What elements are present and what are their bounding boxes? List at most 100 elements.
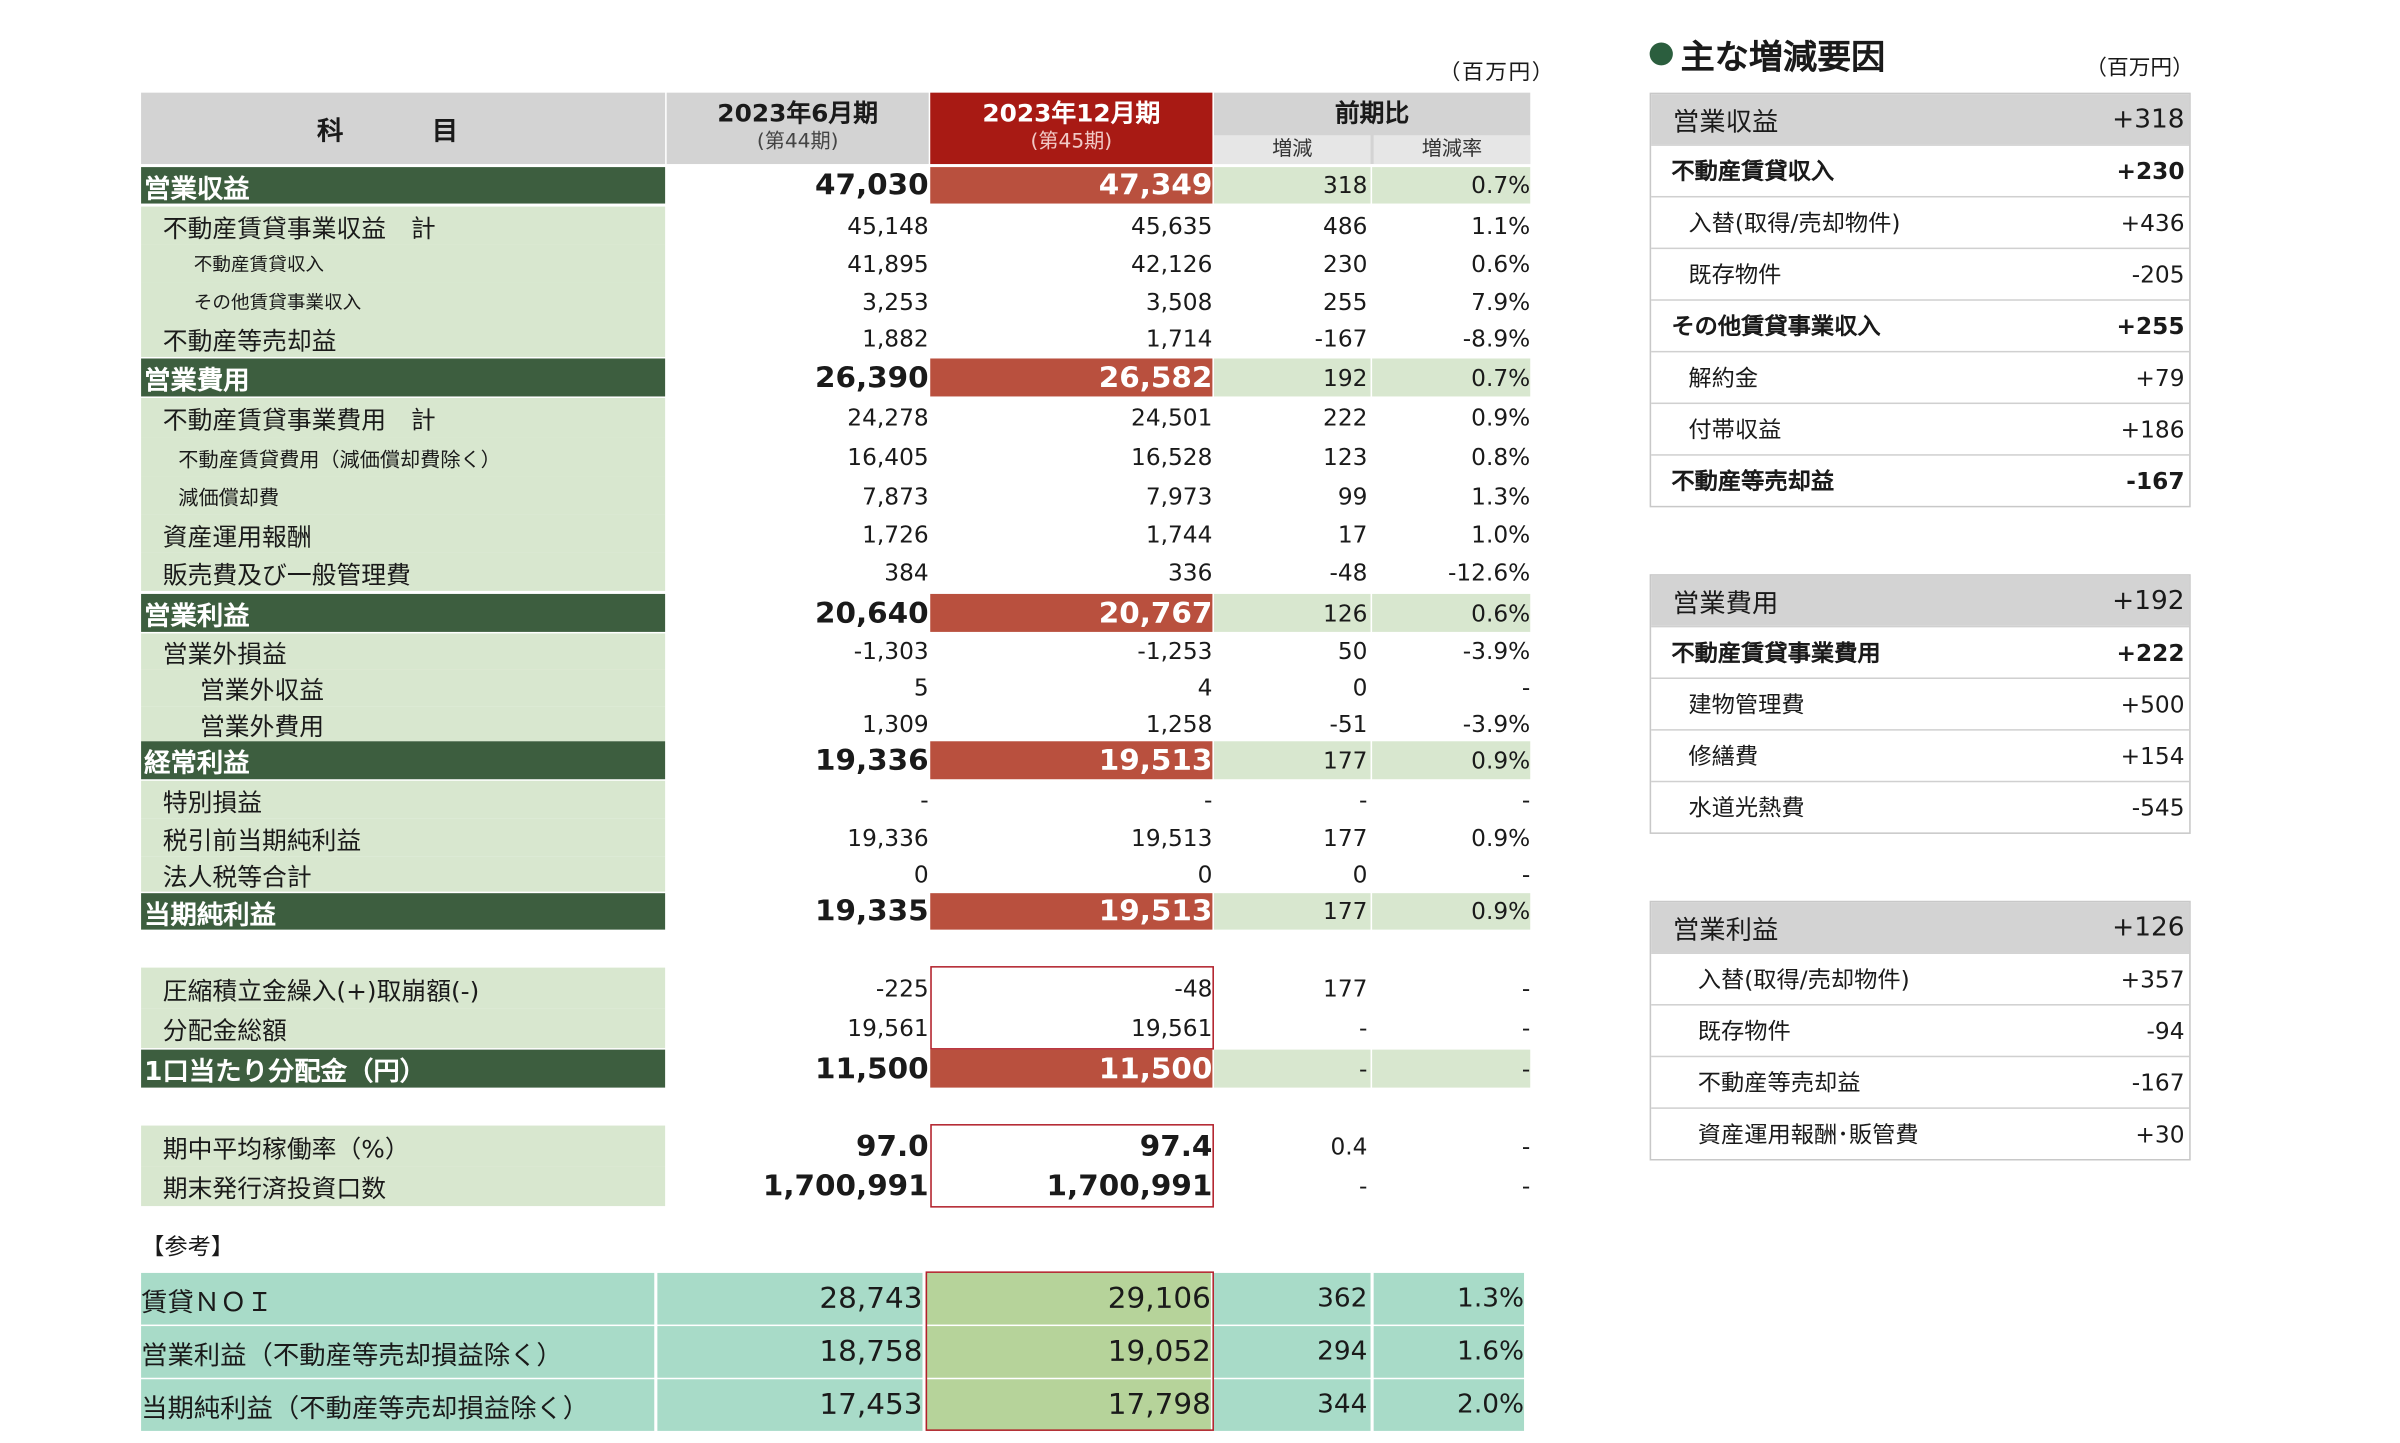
factor-value: +30: [2135, 1120, 2185, 1148]
table-row: 不動産等売却益 1,882 1,714 -167 -8.9%: [141, 320, 1530, 357]
header-item-label: 科 目: [317, 116, 490, 148]
row-label: 税引前当期純利益: [141, 818, 666, 857]
row-prev: -1,303: [853, 637, 929, 666]
row-rate: -: [1521, 674, 1531, 702]
row-prev: -: [920, 786, 929, 814]
factor-value: -167: [2126, 467, 2185, 495]
row-cur: 42,126: [1131, 249, 1213, 278]
row-diff: 177: [1323, 824, 1368, 852]
factor-label: 建物管理費: [1688, 691, 1805, 719]
row-rate: 0.7%: [1372, 358, 1531, 397]
row-diff: 99: [1337, 482, 1368, 510]
header-prev-period: 2023年6月期 (第44期): [666, 92, 929, 165]
ref-label: 当期純利益（不動産等売却損益除く）: [141, 1379, 655, 1431]
row-cur: 19,513: [930, 893, 1213, 930]
row-rate: 0.9%: [1372, 893, 1531, 930]
row-diff: -167: [1314, 325, 1368, 353]
row-cur: 1,714: [1145, 325, 1213, 353]
factor-value: -167: [2131, 1068, 2185, 1096]
row-rate: 0.9%: [1471, 404, 1531, 432]
factor-label: 入替(取得/売却物件): [1697, 966, 1910, 994]
header-compare: 前期比 増減 増減率: [1213, 92, 1531, 165]
row-prev: 24,278: [847, 404, 929, 432]
row-diff: 177: [1323, 974, 1368, 1002]
factor-panel-expense: 営業費用 +192 不動産賃貸事業費用 +222 建物管理費 +500 修繕費 +154…: [1649, 574, 2191, 834]
ref-prev: 17,453: [657, 1379, 923, 1431]
row-cur: 19,513: [1131, 824, 1213, 852]
factor-label: 入替(取得/売却物件): [1688, 209, 1901, 237]
row-diff: 0.4: [1330, 1132, 1368, 1160]
ref-prev: 28,743: [657, 1272, 923, 1325]
row-diff: 486: [1323, 211, 1368, 240]
row-rate: -: [1372, 1049, 1531, 1088]
factor-label: 既存物件: [1697, 1017, 1791, 1046]
row-cur: 11,500: [930, 1049, 1213, 1088]
row-cur: 0: [1197, 860, 1213, 888]
table-row: 販売費及び一般管理費 384 336 -48 -12.6%: [141, 552, 1530, 591]
row-prev: 45,148: [847, 211, 929, 240]
row-prev: 5: [913, 674, 929, 702]
factor-row: 不動産賃貸事業費用 +222: [1651, 625, 2190, 678]
table-row: 営業利益 20,640 20,767 126 0.6%: [141, 593, 1531, 632]
row-label: 営業外費用: [141, 706, 666, 742]
factor-value: +186: [2120, 415, 2185, 443]
row-prev: 0: [913, 860, 929, 888]
reference-row: 賃貸ＮＯＩ 28,743 29,106 362 1.3%: [141, 1272, 1530, 1325]
row-rate: 0.6%: [1372, 593, 1531, 632]
row-diff: -51: [1329, 710, 1368, 738]
row-label: 経常利益: [141, 741, 666, 780]
factor-panel-revenue: 営業収益 +318 不動産賃貸収入 +230 入替(取得/売却物件) +436 既存物…: [1649, 92, 2191, 508]
factor-label: 不動産等売却益: [1671, 467, 1835, 496]
ref-rate: 1.6%: [1373, 1326, 1525, 1378]
row-diff: 177: [1213, 893, 1371, 930]
row-rate: -: [1521, 860, 1531, 888]
factor-value: -205: [2131, 260, 2185, 288]
panel-head-value: +192: [2112, 585, 2185, 616]
row-prev: 19,336: [847, 824, 929, 852]
panel-head: 営業費用 +192: [1651, 575, 2190, 626]
reference-row: 当期純利益（不動産等売却損益除く） 17,453 17,798 344 2.0%: [141, 1379, 1530, 1431]
row-rate: 0.9%: [1372, 741, 1531, 780]
row-rate: 0.7%: [1372, 167, 1531, 204]
table-row: 営業収益 47,030 47,349 318 0.7%: [141, 167, 1531, 204]
factor-label: 不動産等売却益: [1697, 1069, 1861, 1097]
row-rate: -: [1521, 974, 1531, 1002]
row-cur: 26,582: [930, 358, 1213, 397]
ref-diff: 344: [1213, 1379, 1371, 1431]
row-diff: 230: [1323, 249, 1368, 278]
row-prev: 19,336: [815, 743, 929, 777]
row-label: 営業外収益: [141, 669, 666, 707]
diff-label: 増減: [1213, 135, 1371, 165]
table-row: 営業外損益 -1,303 -1,253 50 -3.9%: [141, 633, 1531, 670]
header-cur-period: 2023年12月期 (第45期): [930, 92, 1213, 165]
factor-row: 不動産賃貸収入 +230: [1651, 144, 2190, 196]
table-row: 分配金総額 19,561 19,561 - -: [141, 1008, 1530, 1049]
row-rate: -3.9%: [1462, 637, 1531, 666]
row-cur: 19,513: [930, 741, 1213, 780]
factor-row: 建物管理費 +500: [1651, 677, 2190, 729]
row-diff: 126: [1213, 593, 1371, 632]
ref-rate: 2.0%: [1373, 1379, 1525, 1431]
row-diff: 17: [1337, 520, 1368, 548]
row-prev: 47,030: [815, 168, 929, 203]
table-row: 不動産賃貸費用（減価償却費除く） 16,405 16,528 123 0.8%: [141, 437, 1530, 477]
factor-value: +436: [2120, 208, 2185, 237]
row-cur: 7,973: [1145, 482, 1213, 510]
row-diff: 0: [1352, 860, 1368, 888]
rate-label: 増減率: [1373, 135, 1531, 165]
row-diff: 123: [1323, 443, 1368, 471]
reference-label: 【参考】: [141, 1233, 235, 1261]
cur-period-sub: (第45期): [1030, 130, 1113, 154]
factor-label: 付帯収益: [1688, 416, 1782, 444]
row-prev: 41,895: [847, 249, 929, 278]
row-rate: -3.9%: [1462, 710, 1531, 738]
reference-row: 営業利益（不動産等売却損益除く） 18,758 19,052 294 1.6%: [141, 1326, 1530, 1378]
row-prev: 1,726: [862, 520, 929, 548]
factor-row: 入替(取得/売却物件) +357: [1651, 952, 2190, 1004]
row-diff: -: [1359, 1172, 1368, 1201]
table-row: 不動産賃貸事業収益 計 45,148 45,635 486 1.1%: [141, 206, 1530, 245]
row-rate: 1.0%: [1471, 520, 1531, 548]
row-cur: 20,767: [930, 593, 1213, 632]
row-prev: 1,309: [862, 710, 929, 738]
row-label: 圧縮積立金繰入(+)取崩額(-): [141, 967, 666, 1009]
